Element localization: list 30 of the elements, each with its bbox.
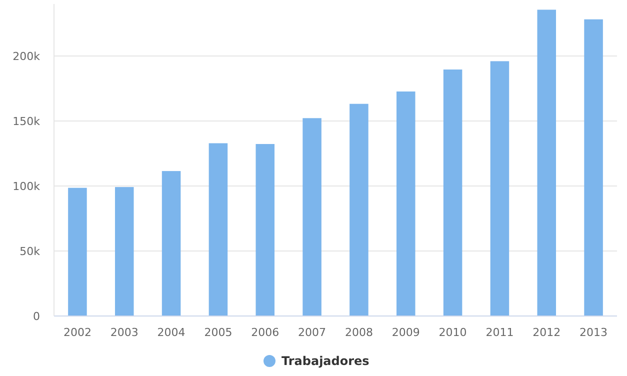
y-tick-label: 50k — [20, 244, 41, 258]
bar — [537, 10, 556, 316]
x-tick-label: 2003 — [110, 326, 138, 339]
x-tick-label: 2006 — [251, 326, 280, 339]
x-tick-label: 2009 — [392, 326, 420, 339]
y-tick-label: 200k — [12, 50, 41, 63]
bar — [443, 70, 462, 316]
x-tick-label: 2011 — [486, 326, 514, 339]
x-tick-label: 2010 — [438, 326, 467, 339]
bar — [256, 144, 275, 316]
x-tick-label: 2005 — [204, 326, 232, 339]
bar — [350, 104, 368, 316]
bar — [490, 61, 510, 316]
bar — [208, 143, 228, 316]
x-tick-label: 2008 — [344, 326, 373, 339]
x-tick-label: 2007 — [298, 326, 326, 339]
bar — [68, 188, 87, 316]
bar — [396, 91, 416, 316]
x-tick-label: 2002 — [63, 326, 92, 339]
y-tick-label: 0 — [33, 310, 40, 323]
y-tick-label: 100k — [12, 180, 41, 193]
bar — [302, 118, 322, 316]
bar — [584, 19, 603, 316]
legend-label: Trabajadores — [282, 354, 370, 368]
x-tick-label: 2013 — [580, 326, 608, 339]
x-tick-label: 2012 — [532, 326, 561, 339]
bar — [114, 187, 134, 316]
bar — [162, 171, 181, 316]
y-tick-label: 150k — [12, 114, 41, 128]
x-tick-label: 2004 — [157, 326, 186, 339]
